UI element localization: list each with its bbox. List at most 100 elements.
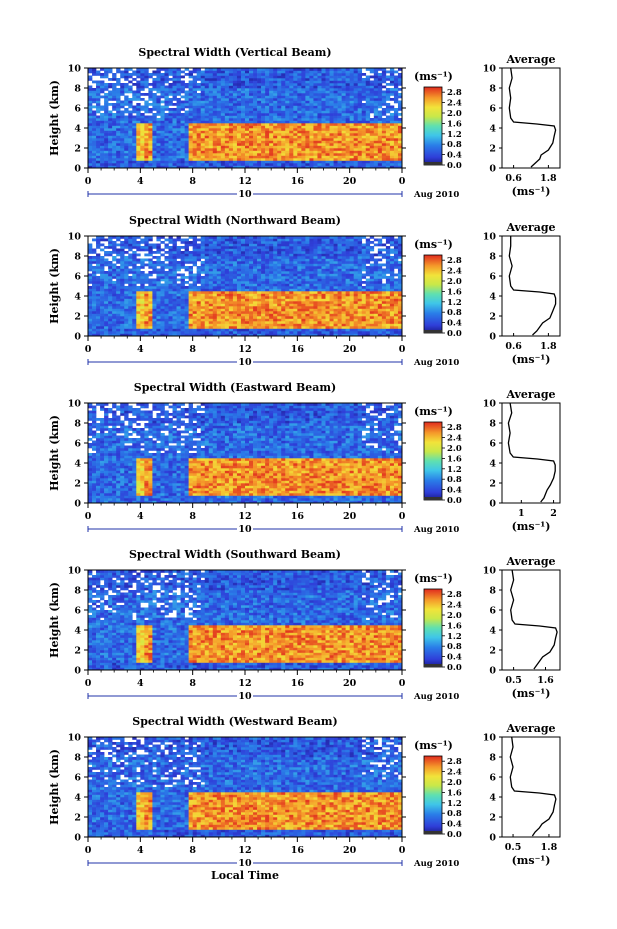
heatmap-cell (156, 306, 161, 309)
heatmap-cell (273, 273, 278, 277)
heatmap-cell (232, 80, 238, 84)
heatmap-cell (196, 120, 202, 124)
heatmap-cell (116, 160, 121, 164)
heatmap-cell (180, 90, 185, 94)
heatmap-cell (196, 130, 202, 134)
heatmap-cell (204, 68, 210, 71)
heatmap-cell (245, 108, 250, 111)
heatmap-cell (236, 261, 242, 264)
heatmap-cell (240, 298, 246, 302)
heatmap-cell (212, 100, 218, 104)
heatmap-cell (116, 108, 121, 111)
heatmap-cell (180, 298, 185, 302)
heatmap-cell (337, 78, 342, 81)
heatmap-cell (208, 301, 214, 304)
heatmap-cell (285, 291, 290, 294)
heatmap-cell (136, 133, 141, 136)
heatmap-cell (393, 83, 399, 86)
heatmap-cell (172, 318, 177, 322)
heatmap-cell (281, 318, 286, 322)
heatmap-cell (184, 105, 189, 109)
heatmap-cell (132, 155, 137, 159)
heatmap-cell (128, 145, 133, 149)
heatmap-cell (172, 241, 177, 244)
heatmap-cells (88, 236, 403, 337)
heatmap-cell (164, 318, 169, 322)
heatmap-cell (385, 133, 391, 136)
heatmap-cell (200, 70, 206, 74)
heatmap-cell (232, 318, 238, 322)
heatmap-cell (160, 90, 165, 94)
heatmap-cell (389, 88, 395, 91)
heatmap-cell (192, 153, 197, 156)
heatmap-cell (289, 261, 294, 264)
heatmap-cell (224, 256, 230, 259)
heatmap-cell (204, 251, 210, 254)
heatmap-cell (112, 103, 117, 106)
heatmap-cell (156, 311, 161, 314)
heatmap-cell (92, 306, 97, 309)
heatmap-cell (349, 113, 354, 116)
heatmap-cell (261, 98, 266, 101)
heatmap-cell (136, 273, 141, 277)
heatmap-cell (281, 148, 286, 151)
heatmap-cell (184, 276, 189, 279)
heatmap-cell (124, 160, 129, 164)
heatmap-cell (144, 85, 149, 89)
heatmap-cell (345, 85, 350, 89)
heatmap-cell (393, 93, 399, 96)
heatmap-cell (128, 293, 133, 297)
heatmap-cell (269, 88, 274, 91)
heatmap-cell (273, 293, 278, 297)
heatmap-cell (104, 83, 109, 86)
heatmap-cell (108, 281, 113, 284)
heatmap-cell (196, 93, 202, 96)
heatmap-cell (192, 253, 197, 257)
heatmap-cell (152, 98, 157, 101)
heatmap-cell (301, 78, 306, 81)
heatmap-cell (293, 100, 298, 104)
heatmap-cell (212, 256, 218, 259)
heatmap-cell (132, 273, 137, 277)
heatmap-cell (313, 125, 318, 129)
heatmap-cell (273, 148, 278, 151)
heatmap-cell (261, 288, 266, 292)
heatmap-cell (124, 148, 129, 151)
heatmap-cell (208, 288, 214, 292)
heatmap-cell (325, 148, 330, 151)
heatmap-cell (208, 148, 214, 151)
heatmap-cell (112, 271, 117, 274)
heatmap-cell (108, 318, 113, 322)
heatmap-cell (228, 328, 234, 332)
heatmap-cell (152, 95, 157, 99)
heatmap-cell (136, 138, 141, 141)
heatmap-cell (200, 318, 206, 322)
heatmap-cell (212, 85, 218, 89)
heatmap-cell (120, 160, 125, 164)
heatmap-cell (164, 113, 169, 116)
heatmap-cell (309, 128, 314, 131)
heatmap-cell (289, 85, 294, 89)
heatmap-cell (353, 138, 359, 141)
heatmap-cell (329, 120, 334, 124)
heatmap-cell (92, 148, 97, 151)
heatmap-cell (216, 263, 222, 267)
heatmap-cell (357, 88, 363, 91)
heatmap-cell (305, 140, 310, 144)
heatmap-cell (204, 263, 210, 267)
heatmap-cell (261, 120, 266, 124)
heatmap-cell (321, 108, 326, 111)
heatmap-cell (188, 140, 193, 144)
heatmap-cell (349, 163, 354, 166)
heatmap-cell (236, 110, 242, 114)
heatmap-cell (240, 125, 246, 129)
heatmap-cell (216, 90, 222, 94)
heatmap-cell (228, 326, 234, 329)
heatmap-cell (232, 251, 238, 254)
heatmap-cell (156, 263, 161, 267)
heatmap-cell (212, 98, 218, 101)
heatmap-cell (297, 70, 302, 74)
heatmap-cell (156, 78, 161, 81)
heatmap-cell (261, 256, 266, 259)
heatmap-cell (96, 258, 101, 262)
